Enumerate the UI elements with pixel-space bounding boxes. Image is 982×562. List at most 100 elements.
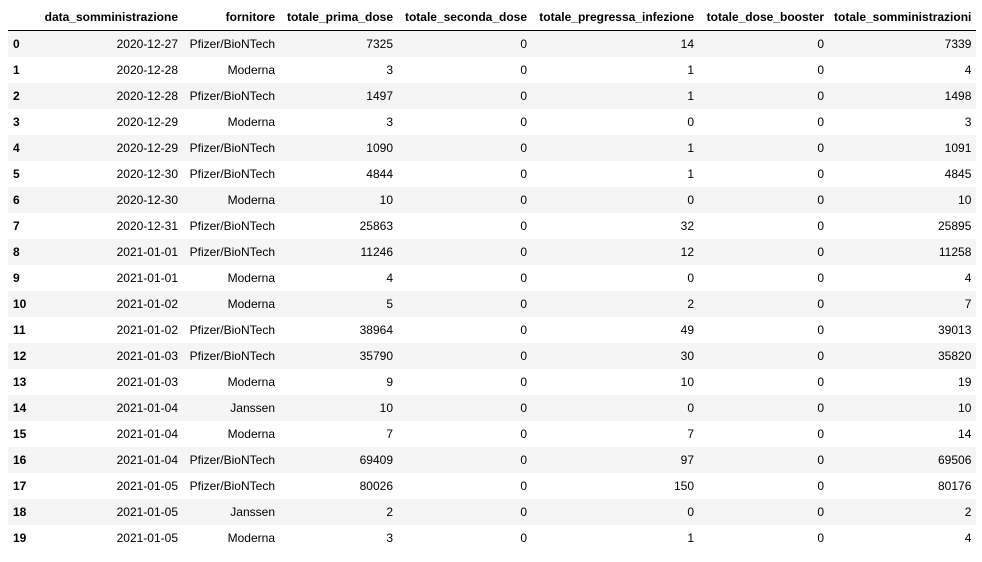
table-row: 13 2021-01-03 Moderna 9 0 10 0 19 bbox=[8, 369, 977, 395]
row-index: 4 bbox=[13, 141, 20, 155]
table-row: 16 2021-01-04 Pfizer/BioNTech 69409 0 97 0 6950… bbox=[8, 447, 977, 473]
cell-totale-somministrazioni: 7 bbox=[964, 297, 972, 311]
cell-totale-somministrazioni: 80176 bbox=[938, 479, 972, 493]
cell-data-somministrazione: 2021-01-04 bbox=[116, 401, 178, 415]
cell-data-somministrazione: 2020-12-30 bbox=[116, 167, 178, 181]
cell-data-somministrazione: 2021-01-05 bbox=[116, 531, 178, 545]
cell-totale-pregressa-infezione: 49 bbox=[680, 323, 694, 337]
cell-totale-prima-dose: 69409 bbox=[359, 453, 393, 467]
cell-totale-prima-dose: 11246 bbox=[360, 245, 393, 259]
cell-totale-somministrazioni: 35820 bbox=[938, 349, 972, 363]
column-header-totale-pregressa-infezione: totale_pregressa_infezione bbox=[532, 5, 699, 31]
cell-totale-pregressa-infezione: 1 bbox=[687, 63, 694, 77]
cell-totale-somministrazioni: 14 bbox=[958, 427, 972, 441]
column-header-fornitore: fornitore bbox=[183, 5, 280, 31]
cell-fornitore: Pfizer/BioNTech bbox=[189, 453, 275, 467]
row-index: 11 bbox=[13, 323, 26, 337]
cell-data-somministrazione: 2020-12-31 bbox=[116, 219, 178, 233]
index-header bbox=[8, 5, 38, 31]
table-row: 11 2021-01-02 Pfizer/BioNTech 38964 0 49 0 3901… bbox=[8, 317, 977, 343]
cell-totale-somministrazioni: 11258 bbox=[938, 245, 972, 259]
cell-totale-pregressa-infezione: 97 bbox=[680, 453, 694, 467]
cell-data-somministrazione: 2021-01-05 bbox=[116, 505, 178, 519]
cell-totale-somministrazioni: 4 bbox=[964, 271, 972, 285]
cell-data-somministrazione: 2020-12-28 bbox=[116, 89, 178, 103]
cell-data-somministrazione: 2020-12-27 bbox=[116, 37, 178, 51]
cell-totale-somministrazioni: 7339 bbox=[944, 37, 972, 51]
row-index: 19 bbox=[13, 531, 27, 545]
cell-fornitore: Pfizer/BioNTech bbox=[189, 37, 275, 51]
cell-totale-dose-booster: 0 bbox=[817, 505, 824, 519]
table-row: 7 2020-12-31 Pfizer/BioNTech 25863 0 32 0 25895 bbox=[8, 213, 977, 239]
cell-totale-somministrazioni: 10 bbox=[958, 193, 972, 207]
table-row: 17 2021-01-05 Pfizer/BioNTech 80026 0 150 0 801… bbox=[8, 473, 977, 499]
cell-fornitore: Moderna bbox=[227, 297, 275, 311]
cell-totale-somministrazioni: 25895 bbox=[938, 219, 972, 233]
dataframe-table: data_somministrazione fornitore totale_p… bbox=[8, 5, 977, 551]
cell-fornitore: Pfizer/BioNTech bbox=[189, 479, 275, 493]
row-index: 9 bbox=[13, 271, 20, 285]
cell-totale-pregressa-infezione: 2 bbox=[687, 297, 694, 311]
cell-totale-somministrazioni: 10 bbox=[958, 401, 972, 415]
cell-totale-dose-booster: 0 bbox=[817, 349, 824, 363]
cell-totale-prima-dose: 38964 bbox=[359, 323, 393, 337]
cell-data-somministrazione: 2021-01-01 bbox=[116, 245, 178, 259]
cell-totale-dose-booster: 0 bbox=[817, 453, 824, 467]
cell-totale-pregressa-infezione: 150 bbox=[673, 479, 694, 493]
cell-totale-dose-booster: 0 bbox=[817, 375, 824, 389]
cell-totale-seconda-dose: 0 bbox=[520, 401, 527, 415]
cell-totale-pregressa-infezione: 30 bbox=[680, 349, 694, 363]
cell-totale-dose-booster: 0 bbox=[817, 297, 824, 311]
cell-fornitore: Pfizer/BioNTech bbox=[189, 167, 275, 181]
cell-totale-pregressa-infezione: 1 bbox=[687, 531, 694, 545]
cell-totale-dose-booster: 0 bbox=[817, 89, 824, 103]
table-row: 12 2021-01-03 Pfizer/BioNTech 35790 0 30 0 3582… bbox=[8, 343, 977, 369]
cell-totale-somministrazioni: 69506 bbox=[938, 453, 972, 467]
cell-totale-somministrazioni: 4 bbox=[964, 63, 972, 77]
row-index: 0 bbox=[13, 37, 20, 51]
row-index: 16 bbox=[13, 453, 27, 467]
cell-totale-somministrazioni: 39013 bbox=[938, 323, 972, 337]
cell-totale-dose-booster: 0 bbox=[817, 271, 824, 285]
cell-totale-prima-dose: 80026 bbox=[359, 479, 393, 493]
cell-data-somministrazione: 2021-01-02 bbox=[116, 297, 178, 311]
cell-totale-somministrazioni: 1091 bbox=[944, 141, 972, 155]
cell-fornitore: Pfizer/BioNTech bbox=[189, 219, 275, 233]
row-index: 10 bbox=[13, 297, 27, 311]
cell-totale-seconda-dose: 0 bbox=[520, 375, 527, 389]
cell-totale-pregressa-infezione: 0 bbox=[687, 401, 694, 415]
cell-totale-prima-dose: 4 bbox=[386, 271, 393, 285]
cell-fornitore: Janssen bbox=[230, 401, 275, 415]
cell-totale-pregressa-infezione: 0 bbox=[687, 115, 694, 129]
cell-totale-prima-dose: 3 bbox=[386, 63, 393, 77]
cell-totale-prima-dose: 4844 bbox=[366, 167, 393, 181]
cell-data-somministrazione: 2021-01-04 bbox=[116, 427, 178, 441]
table-row: 4 2020-12-29 Pfizer/BioNTech 1090 0 1 0 1091 bbox=[8, 135, 977, 161]
cell-totale-dose-booster: 0 bbox=[817, 37, 824, 51]
cell-totale-dose-booster: 0 bbox=[817, 427, 824, 441]
cell-totale-dose-booster: 0 bbox=[817, 323, 824, 337]
cell-totale-seconda-dose: 0 bbox=[520, 219, 527, 233]
cell-totale-pregressa-infezione: 32 bbox=[680, 219, 694, 233]
cell-fornitore: Moderna bbox=[227, 427, 275, 441]
cell-totale-dose-booster: 0 bbox=[817, 167, 824, 181]
table-body: 0 2020-12-27 Pfizer/BioNTech 7325 0 14 0 7339 1 2… bbox=[8, 30, 977, 551]
cell-totale-seconda-dose: 0 bbox=[520, 323, 527, 337]
cell-totale-seconda-dose: 0 bbox=[520, 479, 527, 493]
cell-totale-prima-dose: 1090 bbox=[366, 141, 393, 155]
table-row: 9 2021-01-01 Moderna 4 0 0 0 4 bbox=[8, 265, 977, 291]
cell-totale-pregressa-infezione: 1 bbox=[687, 141, 694, 155]
cell-totale-prima-dose: 9 bbox=[386, 375, 393, 389]
cell-totale-pregressa-infezione: 14 bbox=[680, 37, 694, 51]
cell-data-somministrazione: 2021-01-01 bbox=[116, 271, 178, 285]
cell-totale-pregressa-infezione: 12 bbox=[680, 245, 694, 259]
cell-totale-seconda-dose: 0 bbox=[520, 505, 527, 519]
column-header-totale-dose-booster: totale_dose_booster bbox=[699, 5, 829, 31]
row-index: 7 bbox=[13, 219, 20, 233]
cell-totale-prima-dose: 10 bbox=[379, 401, 393, 415]
cell-fornitore: Moderna bbox=[227, 271, 275, 285]
dataframe-output: data_somministrazione fornitore totale_p… bbox=[8, 5, 977, 551]
table-row: 19 2021-01-05 Moderna 3 0 1 0 4 bbox=[8, 525, 977, 551]
cell-totale-somministrazioni: 2 bbox=[964, 505, 972, 519]
cell-totale-pregressa-infezione: 1 bbox=[687, 89, 694, 103]
